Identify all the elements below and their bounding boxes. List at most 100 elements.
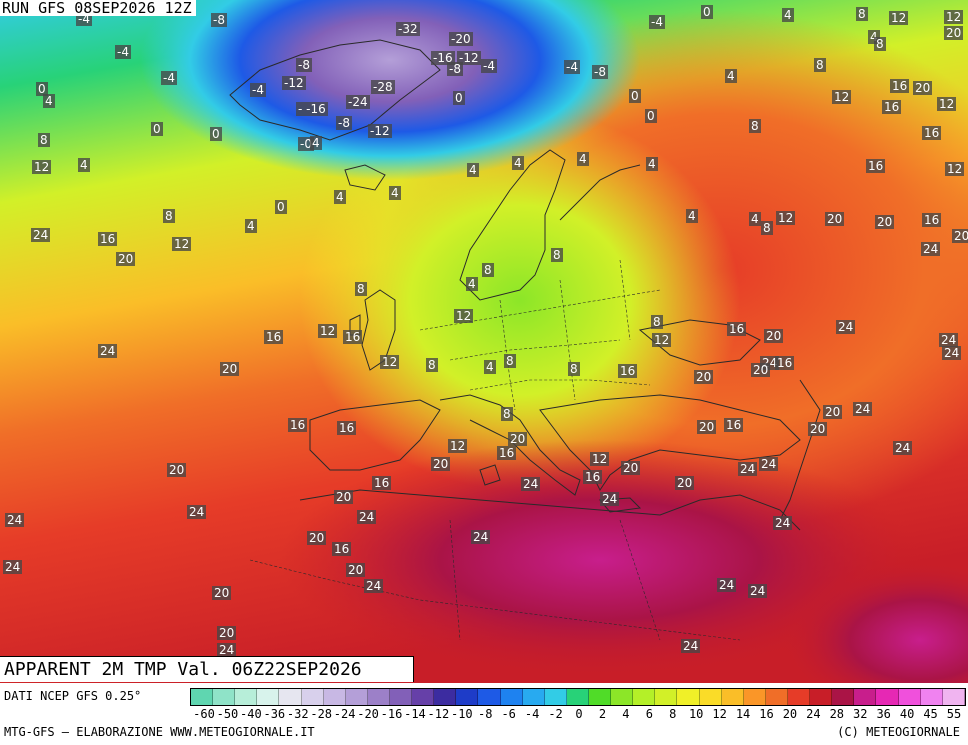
temperature-label: 24 [681, 639, 701, 653]
legend-tick-label: 4 [622, 707, 630, 721]
legend-swatch [611, 689, 634, 705]
map-canvas [0, 0, 968, 683]
temperature-label: 20 [825, 212, 845, 226]
legend-swatch [544, 689, 567, 705]
legend-tick-label: 45 [923, 707, 938, 721]
temperature-label: 4 [749, 212, 761, 226]
temperature-label: 20 [167, 463, 187, 477]
temperature-label: -12 [368, 124, 392, 138]
legend-swatch [633, 689, 656, 705]
temperature-label: 4 [686, 209, 698, 223]
temperature-label: 4 [484, 360, 496, 374]
temperature-label: 12 [776, 211, 796, 225]
legend-tick-label: -10 [450, 707, 473, 721]
temperature-label: 16 [866, 159, 886, 173]
temperature-label: 16 [337, 421, 357, 435]
temperature-label: 8 [651, 315, 663, 329]
temperature-label: 12 [318, 324, 338, 338]
legend-swatch [743, 689, 766, 705]
temperature-label: 24 [893, 441, 913, 455]
temperature-label: 16 [775, 356, 795, 370]
legend-swatch [478, 689, 501, 705]
temperature-label: 0 [275, 200, 287, 214]
temperature-label: 24 [836, 320, 856, 334]
temperature-label: 20 [823, 405, 843, 419]
temperature-label: -4 [115, 45, 131, 59]
temperature-label: 24 [364, 579, 384, 593]
temperature-label: 8 [504, 354, 516, 368]
legend-swatch [213, 689, 236, 705]
temperature-label: 16 [343, 330, 363, 344]
temperature-label: 8 [814, 58, 826, 72]
legend-tick-label: -14 [404, 707, 426, 721]
legend-swatch [522, 689, 545, 705]
temperature-label: 20 [431, 457, 451, 471]
temperature-label: 4 [577, 152, 589, 166]
temperature-label: 4 [43, 94, 55, 108]
temperature-map [0, 0, 968, 683]
temperature-label: -8 [592, 65, 608, 79]
temperature-label: 4 [868, 30, 880, 44]
legend-swatch [279, 689, 302, 705]
temperature-label: 16 [882, 100, 902, 114]
temperature-label: 20 [307, 531, 327, 545]
legend-tick-label: -32 [286, 707, 309, 721]
temperature-label: 24 [5, 513, 25, 527]
temperature-label: 20 [621, 461, 641, 475]
temperature-label: 4 [310, 136, 322, 150]
temperature-label: 16 [583, 470, 603, 484]
temperature-label: 12 [937, 97, 957, 111]
temperature-label: -8 [336, 116, 352, 130]
legend-tick-label: 20 [782, 707, 798, 721]
temperature-label: -4 [481, 59, 497, 73]
temperature-label: 16 [727, 322, 747, 336]
temperature-label: 24 [357, 510, 377, 524]
central-europe-zone [300, 110, 740, 490]
legend-tick-label: -20 [357, 707, 379, 721]
legend-tick-label: -6 [501, 707, 516, 721]
temperature-label: 20 [675, 476, 695, 490]
temperature-label: - -16 [296, 102, 328, 116]
temperature-label: 4 [334, 190, 346, 204]
copyright-label: (C) METEOGIORNALE [837, 725, 960, 739]
temperature-label: 8 [568, 362, 580, 376]
temperature-label: 20 [212, 586, 232, 600]
temperature-label: 0 [701, 5, 713, 19]
producer-label: MTG-GFS — ELABORAZIONE WWW.METEOGIORNALE… [4, 725, 315, 739]
legend-tick-label: 12 [712, 707, 727, 721]
temperature-label: 20 [764, 329, 784, 343]
temperature-label: 24 [921, 242, 941, 256]
temperature-label: -12 [457, 51, 481, 65]
legend-swatch [412, 689, 435, 705]
temperature-label: 8 [355, 282, 367, 296]
legend-swatch [389, 689, 413, 705]
legend-tick-label: -36 [263, 707, 286, 721]
arabia-hot-zone [780, 560, 968, 683]
temperature-label: 24 [521, 477, 541, 491]
temperature-label: 20 [808, 422, 828, 436]
color-legend-bar [190, 688, 966, 706]
temperature-label: -20 [449, 32, 473, 46]
temperature-label: -4 [564, 60, 580, 74]
temperature-label: 20 [508, 432, 528, 446]
legend-tick-label: 14 [735, 707, 751, 721]
legend-tick-label: 28 [829, 707, 845, 721]
legend-swatch [655, 689, 678, 705]
legend-swatch [191, 689, 214, 705]
temperature-label: 24 [939, 333, 959, 347]
legend-swatch [920, 689, 943, 705]
temperature-label: 0 [210, 127, 222, 141]
temperature-label: 12 [380, 355, 400, 369]
temperature-label: -0 [298, 137, 314, 151]
temperature-label: 8 [856, 7, 868, 21]
legend-swatch [876, 689, 899, 705]
legend-swatch [677, 689, 700, 705]
temperature-label: 0 [151, 122, 163, 136]
legend-tick-label: -16 [380, 707, 403, 721]
temperature-label: 24 [187, 505, 207, 519]
legend-swatch [456, 689, 479, 705]
temperature-label: -8 [211, 13, 227, 27]
temperature-label: 0 [645, 109, 657, 123]
legend-swatch [765, 689, 788, 705]
legend-tick-label: -12 [427, 707, 450, 721]
